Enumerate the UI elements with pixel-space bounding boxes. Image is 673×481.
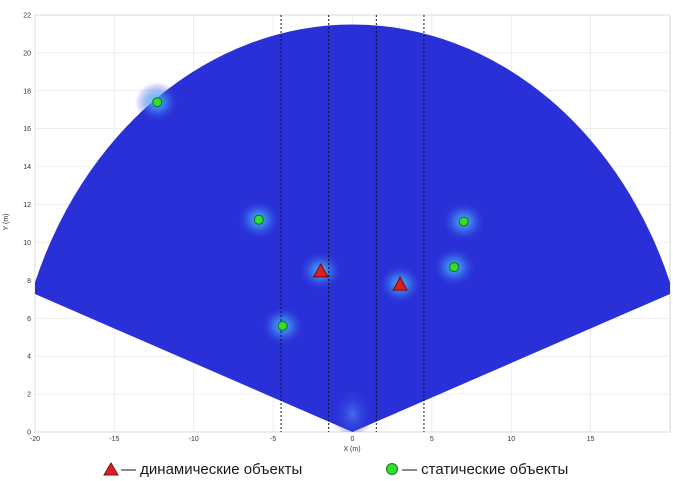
legend-static: — статические объекты: [384, 459, 568, 479]
dynamic-object-marker: [392, 276, 408, 291]
x-tick-label: -20: [30, 436, 40, 443]
static-object-marker: [253, 214, 264, 225]
red-triangle-icon: [103, 462, 119, 476]
x-tick-label: 15: [587, 436, 595, 443]
x-tick-label: -15: [109, 436, 119, 443]
static-object-marker: [449, 262, 460, 273]
static-object-marker: [277, 320, 288, 331]
x-tick-label: -10: [189, 436, 199, 443]
y-tick-label: 0: [27, 430, 31, 437]
static-object-marker: [458, 216, 469, 227]
x-axis-label: X (m): [343, 446, 360, 453]
y-tick-label: 20: [23, 50, 31, 57]
static-object-marker: [152, 97, 163, 108]
heat-spot: [332, 388, 373, 432]
legend-dynamic: — динамические объекты: [103, 459, 302, 479]
legend-dynamic-label: — динамические объекты: [121, 460, 303, 478]
y-tick-label: 6: [27, 316, 31, 323]
y-tick-labels: 0 2 4 6 8 10 12 14 16 18 20 22: [23, 13, 31, 437]
y-tick-label: 10: [23, 240, 31, 247]
y-tick-label: 22: [23, 13, 31, 20]
legend-static-label: — статические объекты: [402, 460, 569, 478]
y-tick-label: 8: [27, 278, 31, 285]
y-tick-label: 18: [23, 88, 31, 95]
object-markers: [152, 97, 469, 331]
vertical-guide-lines: [280, 15, 425, 432]
radar-sector: [35, 24, 670, 432]
y-axis-label: Y (m): [3, 214, 10, 231]
y-tick-label: 14: [23, 164, 31, 171]
y-tick-label: 16: [23, 126, 31, 133]
y-tick-label: 2: [27, 392, 31, 399]
dynamic-object-marker: [312, 262, 329, 278]
x-tick-label: 0: [351, 436, 355, 443]
x-tick-labels: -20 -15 -10 -5 0 5 10 15: [30, 436, 595, 443]
green-circle-icon: [386, 463, 398, 475]
x-tick-label: 10: [507, 436, 515, 443]
y-tick-label: 4: [27, 354, 31, 361]
x-tick-label: -5: [270, 436, 276, 443]
y-tick-label: 12: [23, 202, 31, 209]
x-tick-label: 5: [430, 436, 434, 443]
heatmap-chart: -20 -15 -10 -5 0 5 10 15 0 2 4 6 8 10 12 14 16 18 20 22 X …: [3, 13, 671, 453]
